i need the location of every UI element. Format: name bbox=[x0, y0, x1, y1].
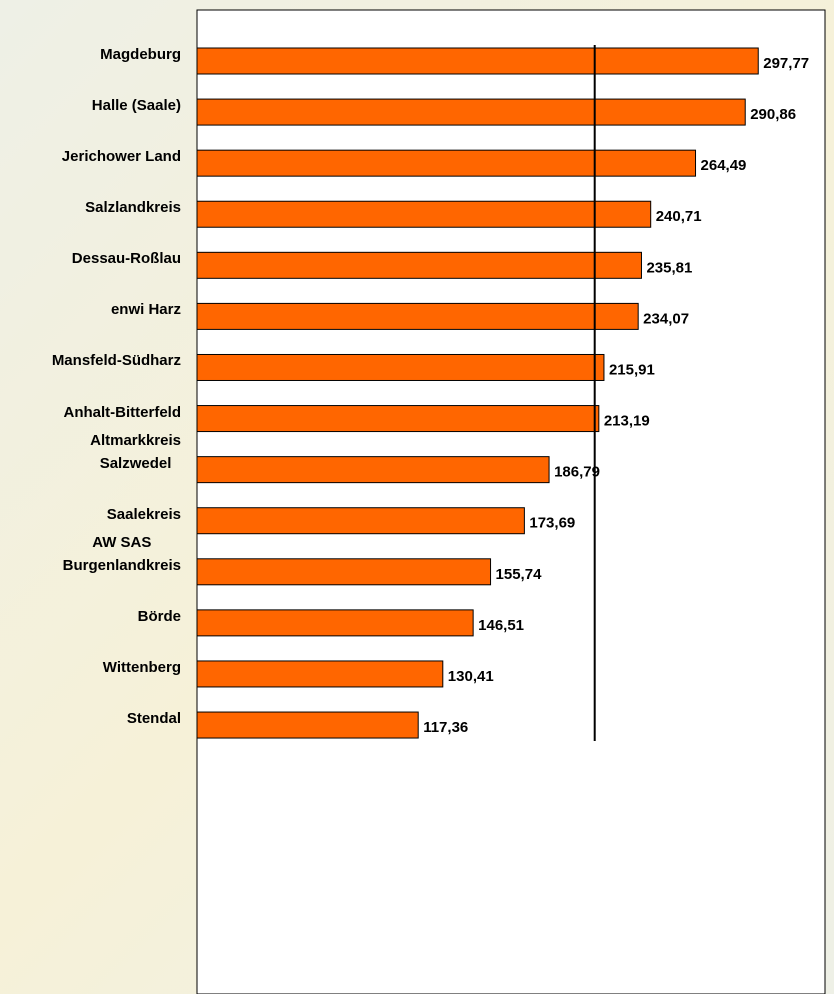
bar bbox=[196, 558, 492, 586]
bar bbox=[196, 456, 550, 484]
category-label: enwi Harz bbox=[110, 301, 181, 319]
value-label: 297,77 bbox=[763, 55, 809, 72]
category-label: Stendal bbox=[126, 710, 181, 728]
category-label: Mansfeld-Südharz bbox=[51, 352, 181, 370]
category-label: Magdeburg bbox=[100, 46, 181, 63]
value-label: 173,69 bbox=[529, 515, 575, 532]
value-label: 117,36 bbox=[423, 719, 468, 736]
bar bbox=[196, 660, 444, 688]
category-label: Wittenberg bbox=[102, 658, 181, 676]
category-label: AW SAS Burgenlandkreis bbox=[62, 533, 181, 574]
value-label: 213,19 bbox=[604, 413, 650, 430]
bar bbox=[196, 302, 639, 330]
value-label: 155,74 bbox=[496, 566, 543, 583]
category-label: Dessau-Roßlau bbox=[71, 250, 181, 268]
category-label: Altmarkkreis Salzwedel bbox=[90, 431, 181, 472]
value-label: 240,71 bbox=[656, 208, 702, 225]
bar bbox=[196, 251, 642, 279]
value-label: 290,86 bbox=[750, 106, 796, 123]
bar bbox=[196, 353, 605, 381]
bar bbox=[196, 609, 474, 637]
value-label: 215,91 bbox=[609, 361, 655, 378]
category-label: Anhalt-Bitterfeld bbox=[63, 403, 182, 421]
bar bbox=[196, 149, 697, 177]
value-label: 186,79 bbox=[554, 464, 600, 481]
bar bbox=[196, 507, 525, 535]
category-label: Saalekreis bbox=[106, 505, 181, 523]
value-label: 234,07 bbox=[643, 310, 689, 327]
value-label: 264,49 bbox=[701, 157, 747, 174]
bar bbox=[196, 47, 759, 75]
bar bbox=[196, 711, 419, 739]
bar bbox=[196, 200, 652, 228]
category-label: Salzlandkreis bbox=[85, 199, 181, 217]
value-label: 146,51 bbox=[478, 617, 524, 634]
value-label: 235,81 bbox=[646, 259, 692, 276]
category-label: Jerichower Land bbox=[61, 148, 181, 166]
category-label: Halle (Saale) bbox=[91, 97, 181, 115]
bar bbox=[196, 98, 746, 126]
bar bbox=[196, 405, 600, 433]
value-label: 130,41 bbox=[448, 668, 494, 685]
category-label: Börde bbox=[137, 607, 181, 625]
